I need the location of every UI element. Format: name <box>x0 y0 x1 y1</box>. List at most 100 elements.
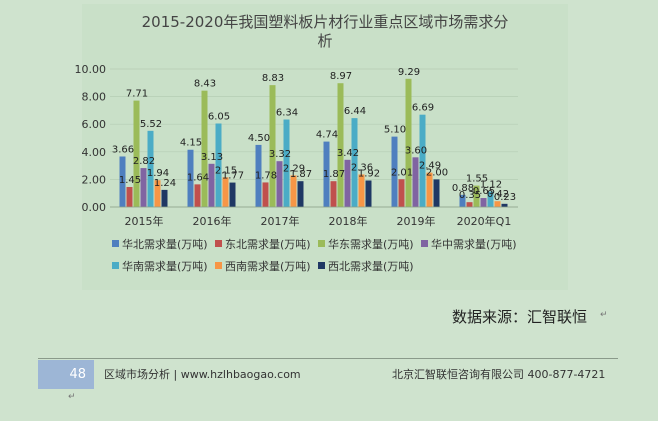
data-label: 1.64 <box>187 172 209 183</box>
legend-label: 西北需求量(万吨) <box>328 260 414 273</box>
bar <box>201 90 208 207</box>
data-label: 2.49 <box>419 161 441 172</box>
data-label: 0.23 <box>494 192 516 203</box>
data-label: 3.32 <box>269 149 291 160</box>
data-label: 6.05 <box>208 112 230 123</box>
data-label: 3.66 <box>112 144 134 155</box>
bar <box>229 182 236 207</box>
legend: 华北需求量(万吨) 东北需求量(万吨) 华东需求量(万吨) 华中需求量(万吨) 华南需求… <box>112 237 517 273</box>
data-label: 0.42 <box>487 189 509 200</box>
bar <box>459 194 466 207</box>
bar <box>276 161 283 207</box>
legend-swatch <box>112 240 119 247</box>
data-label: 0.35 <box>459 190 481 201</box>
bar <box>187 149 194 207</box>
data-label: 2.36 <box>351 162 373 173</box>
footer-right-text: 北京汇智联恒咨询有限公司 400-877-4721 <box>392 368 606 381</box>
data-label: 5.10 <box>384 125 406 136</box>
bar <box>426 172 433 207</box>
paragraph-mark: ↵ <box>68 392 76 402</box>
y-axis: 0.00 2.00 4.00 6.00 8.00 10.00 <box>75 63 107 214</box>
legend-swatch <box>215 262 222 269</box>
data-labels: 3.66 1.45 7.71 2.82 5.52 1.941.24 4.15 1.64 8.43… <box>112 67 516 203</box>
legend-swatch <box>318 262 325 269</box>
data-label: 4.50 <box>248 133 270 144</box>
footer-divider <box>38 358 618 359</box>
data-label: 8.43 <box>194 79 216 90</box>
legend-label: 东北需求量(万吨) <box>225 238 311 251</box>
x-tick-label: 2018年 <box>329 214 368 228</box>
x-tick-label: 2015年 <box>125 214 164 228</box>
bar <box>487 191 494 207</box>
data-label: 2.82 <box>133 156 155 167</box>
bar <box>358 174 365 207</box>
x-tick-label: 2017年 <box>261 214 300 228</box>
data-label: 5.52 <box>140 119 162 130</box>
legend-label: 华东需求量(万吨) <box>328 237 414 251</box>
bar <box>262 182 269 207</box>
bar <box>480 198 487 207</box>
y-tick-label: 4.00 <box>82 146 107 159</box>
bars <box>119 78 508 207</box>
data-label: 8.83 <box>262 73 284 84</box>
x-axis: 2015年 2016年 2017年 2018年 2019年 2020年Q1 <box>110 206 518 228</box>
data-label: 1.55 <box>466 174 488 185</box>
data-label: 0.65 <box>473 186 495 197</box>
bar <box>154 180 161 207</box>
bar <box>344 159 351 207</box>
bar <box>337 83 344 207</box>
x-tick-label: 2019年 <box>397 214 436 228</box>
data-label: 2.00 <box>426 167 448 178</box>
legend-swatch <box>112 262 119 269</box>
data-label: 1.12 <box>480 180 502 191</box>
bar <box>215 123 222 207</box>
data-label: 1.94 <box>147 168 169 179</box>
legend-swatch <box>421 240 428 247</box>
data-label: 2.29 <box>283 163 305 174</box>
footer-left-text: 区域市场分析 | www.hzlhbaogao.com <box>104 368 301 381</box>
data-label: 1.77 <box>222 171 244 182</box>
data-label: 4.74 <box>316 130 338 141</box>
bar <box>501 203 508 207</box>
bar <box>140 168 147 207</box>
y-tick-label: 0.00 <box>82 201 107 214</box>
bar <box>433 179 440 207</box>
data-label: 0.88 <box>452 183 474 194</box>
chart-title-line: 析 <box>317 32 332 50</box>
chart-title-line: 2015-2020年我国塑料板片材行业重点区域市场需求分 <box>142 13 509 31</box>
data-label: 1.24 <box>154 178 176 189</box>
bar <box>269 85 276 207</box>
data-label: 7.71 <box>126 89 148 100</box>
bar <box>351 118 358 207</box>
x-tick-label: 2020年Q1 <box>457 214 512 228</box>
legend-label: 华南需求量(万吨) <box>122 259 208 273</box>
bar <box>365 180 372 207</box>
bar <box>297 181 304 207</box>
bar <box>255 144 262 207</box>
bar <box>208 163 215 207</box>
legend-label: 华北需求量(万吨) <box>122 237 208 251</box>
chart-title: 2015-2020年我国塑料板片材行业重点区域市场需求分析 <box>142 13 509 50</box>
legend-label: 西南需求量(万吨) <box>225 260 311 273</box>
data-label: 1.92 <box>358 169 380 180</box>
bar <box>161 189 168 207</box>
data-label: 3.42 <box>337 148 359 159</box>
y-tick-label: 2.00 <box>82 173 107 186</box>
data-label: 3.60 <box>405 145 427 156</box>
data-label: 1.45 <box>119 175 141 186</box>
legend-label: 华中需求量(万吨) <box>431 237 517 251</box>
x-tick-label: 2016年 <box>193 214 232 228</box>
data-label: 6.69 <box>412 103 434 114</box>
bar <box>133 100 140 207</box>
bar <box>391 136 398 207</box>
data-label: 1.87 <box>290 169 312 180</box>
data-label: 6.44 <box>344 106 366 117</box>
bar <box>222 177 229 207</box>
source-text: 数据来源：汇智联恒 <box>452 308 588 326</box>
bar <box>473 185 480 207</box>
y-tick-label: 8.00 <box>82 91 107 104</box>
bar <box>494 201 501 207</box>
bar <box>466 202 473 207</box>
legend-swatch <box>318 240 325 247</box>
bar <box>398 179 405 207</box>
